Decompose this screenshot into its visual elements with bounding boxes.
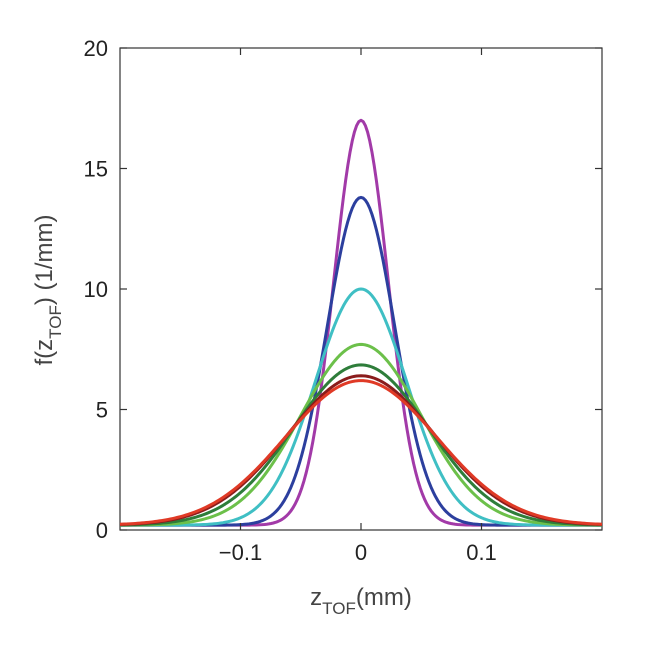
series-line-5 bbox=[119, 363, 603, 527]
ticks-group bbox=[120, 47, 602, 531]
x-axis-label-main: z bbox=[310, 584, 322, 611]
series-line-4 bbox=[119, 342, 603, 527]
x-axis-label-sub: TOF bbox=[322, 599, 356, 618]
y-axis-label-post: ) (1/mm) bbox=[31, 214, 58, 305]
y-axis-label-pre: f(z bbox=[31, 339, 58, 366]
y-tick-label-2: 10 bbox=[84, 277, 108, 302]
y-axis-label-sub: TOF bbox=[46, 305, 65, 339]
series-line-1 bbox=[120, 118, 602, 527]
x-tick-label-2: 0.1 bbox=[466, 540, 497, 565]
x-tick-label-1: 0 bbox=[355, 540, 367, 565]
y-tick-label-0: 0 bbox=[96, 518, 108, 543]
series-line-3 bbox=[120, 287, 602, 527]
series-line-7 bbox=[119, 379, 603, 526]
y-tick-label-4: 20 bbox=[84, 36, 108, 61]
tick-labels-group: −0.1 0 0.1 0 5 10 15 20 bbox=[84, 36, 497, 565]
series-line-6 bbox=[119, 374, 603, 526]
y-tick-label-1: 5 bbox=[96, 398, 108, 423]
y-tick-label-3: 15 bbox=[84, 157, 108, 182]
series-line-2 bbox=[120, 195, 602, 527]
series-group bbox=[119, 118, 603, 527]
y-axis-label: f(zTOF) (1/mm) bbox=[31, 214, 65, 365]
x-axis-label: zTOF(mm) bbox=[310, 584, 412, 618]
x-tick-label-0: −0.1 bbox=[219, 540, 262, 565]
x-axis-label-unit: (mm) bbox=[356, 584, 412, 611]
